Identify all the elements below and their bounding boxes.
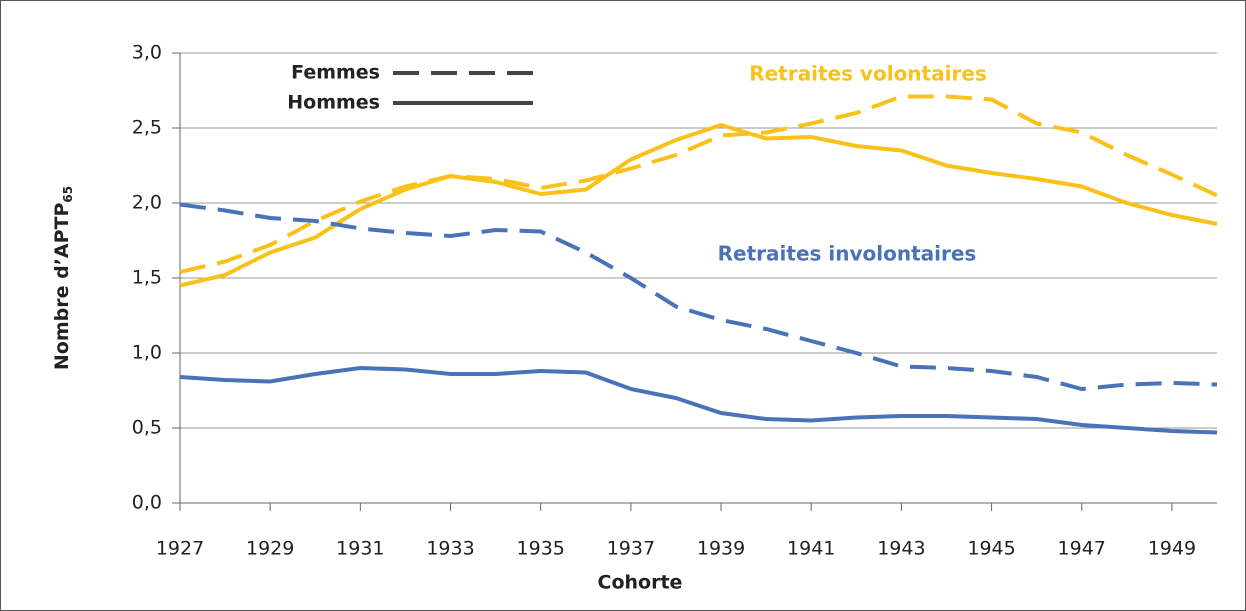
x-tick-label: 1939 — [697, 538, 745, 560]
y-tick-label: 3,0 — [132, 42, 162, 64]
y-tick-label: 2,5 — [132, 117, 162, 139]
y-tick-label: 0,0 — [132, 492, 162, 514]
annotation: Retraites volontaires — [749, 62, 987, 86]
line-series — [179, 365, 1218, 435]
line-series — [179, 122, 1218, 288]
annotation: Retraites involontaires — [718, 242, 977, 266]
x-tick-label: 1937 — [607, 538, 655, 560]
y-label-sub: 65 — [61, 186, 75, 203]
x-tick-label: 1935 — [517, 538, 565, 560]
x-tick-label: 1933 — [426, 538, 474, 560]
x-tick-label: 1941 — [787, 538, 835, 560]
x-tick-label: 1931 — [336, 538, 384, 560]
x-tick-label: 1943 — [877, 538, 925, 560]
x-tick-label: 1929 — [246, 538, 294, 560]
x-tick-label: 1947 — [1058, 538, 1106, 560]
legend-label: Hommes — [287, 92, 380, 114]
y-tick-label: 0,5 — [132, 417, 162, 439]
y-tick-label: 1,0 — [132, 342, 162, 364]
x-tick-label: 1945 — [967, 538, 1015, 560]
y-tick-label: 2,0 — [132, 192, 162, 214]
line-series — [179, 202, 1218, 392]
y-tick-label: 1,5 — [132, 267, 162, 289]
y-label-main: Nombre d’APTP — [51, 203, 73, 371]
line-series — [179, 94, 1218, 274]
legend-label: Femmes — [291, 62, 380, 84]
x-tick-label: 1927 — [156, 538, 204, 560]
x-axis-label: Cohorte — [598, 572, 683, 594]
x-tick-label: 1949 — [1148, 538, 1196, 560]
y-axis-label: Nombre d’APTP65 — [51, 186, 75, 370]
